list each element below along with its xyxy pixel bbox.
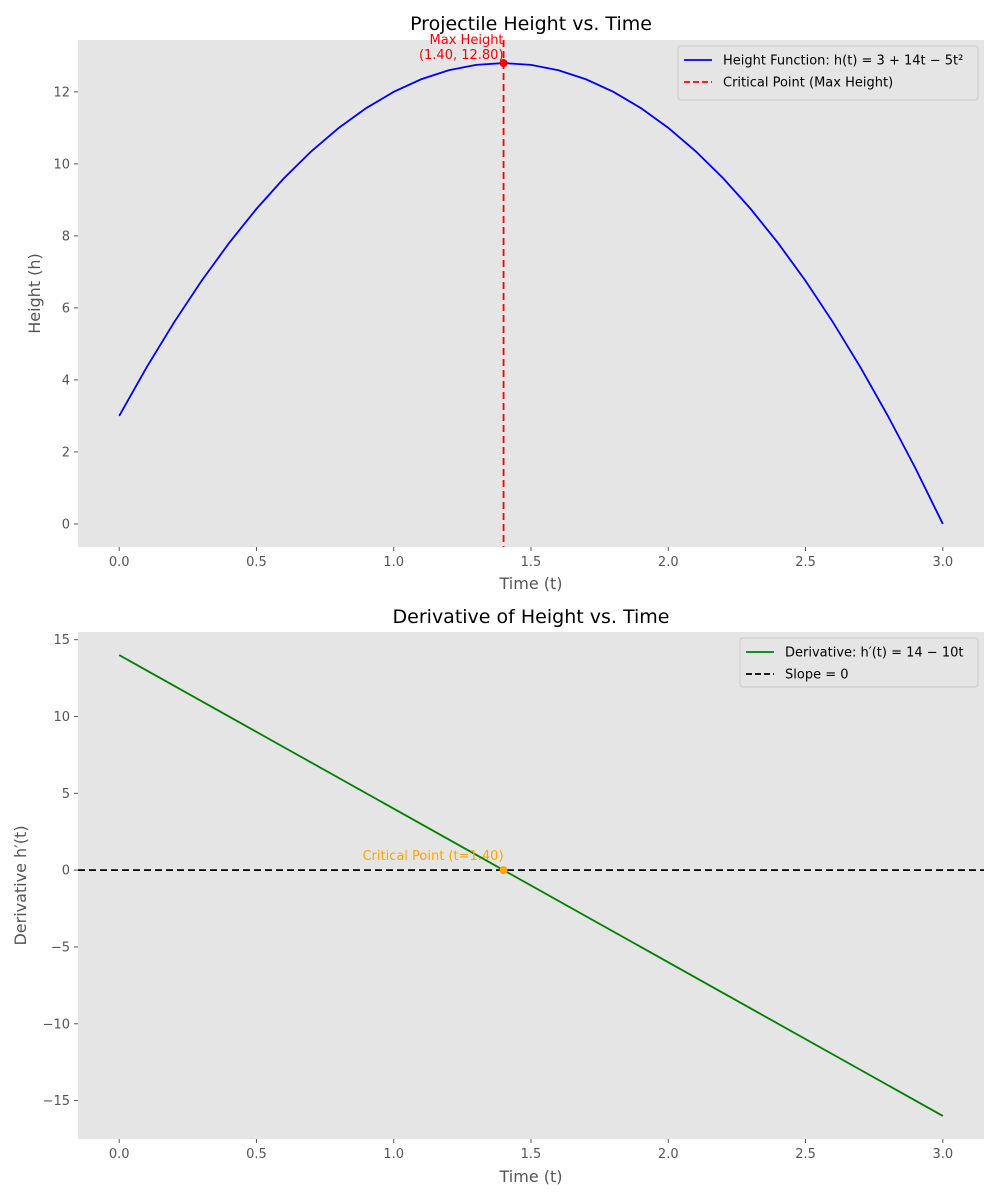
y-tick-label: 0 (62, 517, 70, 532)
series-line (118, 62, 944, 525)
x-tick-label: 3.0 (932, 1147, 953, 1162)
x-axis-label: Time (t) (499, 574, 563, 593)
x-tick-label: 1.5 (521, 555, 542, 570)
legend: Derivative: h′(t) = 14 − 10t Slope = 0 (739, 637, 979, 688)
annotation-text: (1.40, 12.80) (419, 48, 504, 63)
annotation-text: Critical Point (t=1.40) (362, 849, 503, 864)
x-tick-label: 2.5 (795, 1147, 816, 1162)
legend-box (739, 637, 979, 688)
plot-area (78, 40, 984, 547)
legend: Height Function: h(t) = 3 + 14t − 5t² Cri… (677, 45, 979, 101)
legend-entry: Derivative: h′(t) = 14 − 10t (785, 646, 963, 661)
x-tick-label: 3.0 (932, 555, 953, 570)
y-tick-label: 5 (62, 787, 70, 802)
y-tick-label: 15 (53, 633, 70, 648)
y-tick-label: −10 (43, 1017, 70, 1032)
x-tick-label: 1.0 (383, 1147, 404, 1162)
x-tick-label: 0.0 (109, 555, 130, 570)
critical-point-marker (499, 866, 508, 875)
y-tick-label: 2 (62, 445, 70, 460)
legend-entry: Critical Point (Max Height) (723, 76, 893, 91)
legend-entry: Slope = 0 (785, 668, 849, 683)
x-tick-label: 2.0 (658, 555, 679, 570)
legend-box (677, 45, 979, 101)
x-tick-label: 0.5 (246, 555, 267, 570)
y-tick-label: 6 (62, 301, 70, 316)
y-tick-label: 8 (62, 229, 70, 244)
y-tick-label: 0 (62, 864, 70, 879)
x-tick-label: 0.5 (246, 1147, 267, 1162)
legend-entry: Height Function: h(t) = 3 + 14t − 5t² (723, 54, 963, 69)
chart-2: Derivative of Height vs. Time 0.0 0.5 1.0 1.… (11, 606, 984, 1186)
y-tick-label: 10 (53, 157, 70, 172)
x-tick-label: 0.0 (109, 1147, 130, 1162)
annotation-text: Max Height (430, 33, 504, 48)
x-tick-label: 1.5 (521, 1147, 542, 1162)
y-tick-label: −5 (51, 940, 70, 955)
y-axis-label: Derivative h′(t) (11, 825, 30, 945)
y-tick-label: 12 (53, 85, 70, 100)
x-tick-label: 2.5 (795, 555, 816, 570)
y-tick-label: −15 (43, 1094, 70, 1109)
critical-point-marker (499, 59, 508, 68)
chart-title: Projectile Height vs. Time (410, 13, 652, 35)
chart-title: Derivative of Height vs. Time (393, 606, 670, 628)
x-axis-label: Time (t) (499, 1167, 563, 1186)
x-tick-label: 1.0 (383, 555, 404, 570)
y-tick-label: 4 (62, 373, 70, 388)
y-tick-label: 10 (53, 710, 70, 725)
chart-1: Projectile Height vs. Time 0.0 0.5 1.0 1.5 2.… (25, 13, 984, 593)
y-axis-label: Height (h) (25, 253, 44, 334)
x-tick-label: 2.0 (658, 1147, 679, 1162)
series-line (118, 654, 944, 1117)
